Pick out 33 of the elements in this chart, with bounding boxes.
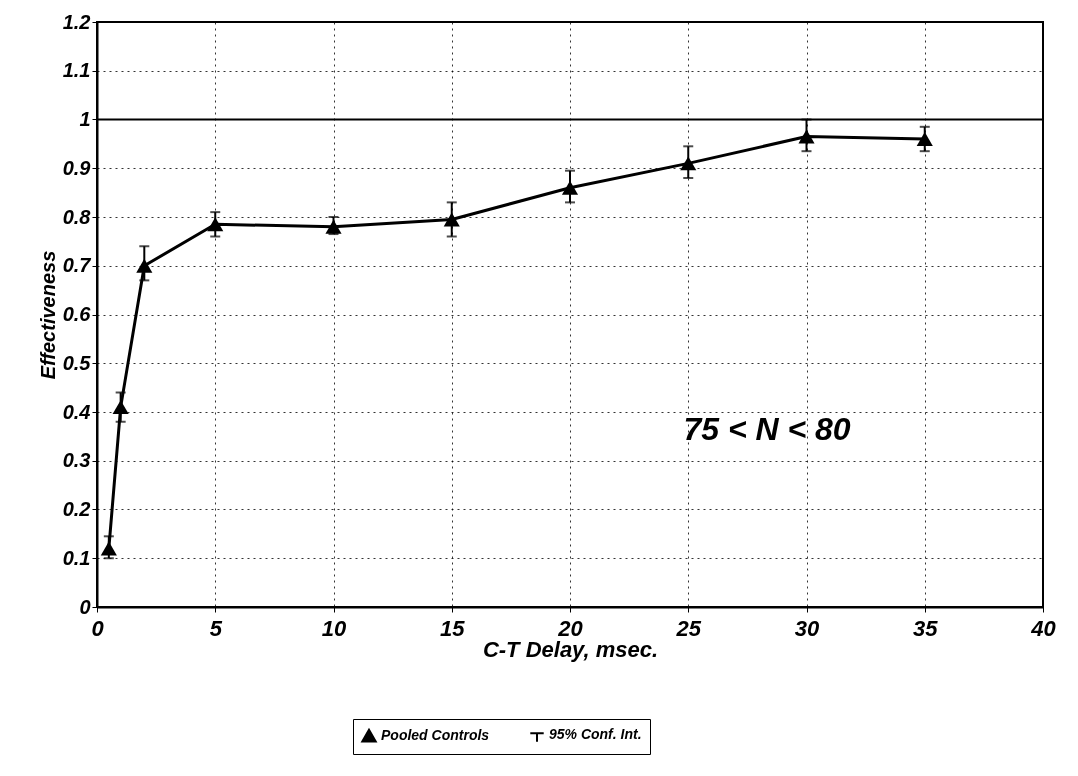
y-tick-label: 0.5	[62, 351, 92, 374]
y-tick-label: 1.2	[62, 10, 91, 33]
y-tick-label: 0.3	[62, 449, 91, 472]
y-tick-label: 0.2	[62, 498, 91, 520]
x-tick-label: 5	[209, 615, 223, 641]
y-tick-label: 1.1	[62, 59, 91, 82]
y-tick-label: 0.6	[62, 303, 92, 325]
x-tick-label: 30	[794, 615, 820, 641]
y-tick-label: 0.9	[62, 156, 92, 179]
x-tick-label: 35	[913, 615, 939, 641]
x-tick-label: 40	[1030, 615, 1057, 641]
y-tick-label: 0	[79, 595, 91, 618]
y-tick-label: 0.4	[62, 400, 91, 423]
y-tick-label: 1	[79, 108, 91, 130]
point	[680, 156, 697, 171]
y-axis-title: Effectiveness	[36, 250, 59, 380]
text: 95% Conf. Int.	[549, 726, 642, 743]
point	[916, 132, 933, 146]
point	[561, 180, 579, 195]
annotation: 75 < N < 80	[683, 411, 851, 447]
point	[100, 541, 117, 556]
point	[798, 129, 815, 144]
x-tick-label: 10	[321, 615, 347, 641]
point	[207, 217, 224, 232]
y-tick-label: 0.7	[62, 254, 92, 277]
y-tick-label: 0.1	[62, 546, 91, 569]
point	[112, 400, 129, 415]
x-tick-label: 15	[440, 615, 466, 641]
x-tick-label: 25	[675, 615, 702, 641]
point	[443, 212, 460, 227]
legend-label: Pooled Controls	[381, 726, 490, 743]
y-tick-label: 0.8	[62, 205, 92, 228]
point	[136, 258, 153, 273]
